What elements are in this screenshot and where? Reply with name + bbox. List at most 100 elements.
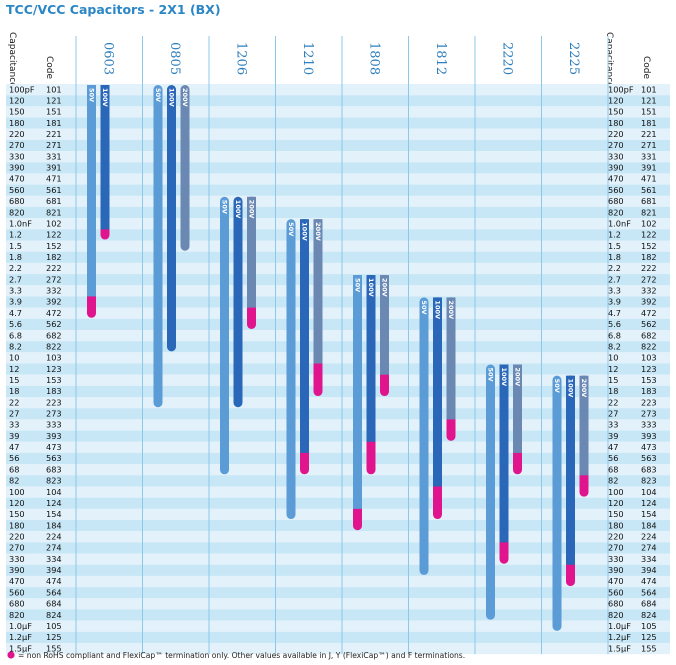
voltage-bar-cap [353,275,362,280]
code-value-left: 125 [46,632,62,642]
row-band [6,486,670,498]
capacitance-value-left: 100 [9,487,25,497]
capacitance-value-right: 33 [608,420,618,430]
case-label-1812: 1812 [433,42,448,75]
footnote: = non RoHS compliant and FlexiCap™ termi… [18,651,465,660]
row-band [6,374,670,386]
code-value-left: 222 [46,263,62,273]
case-label-2225: 2225 [566,42,581,75]
row-band [6,184,670,196]
voltage-bar-cap [100,85,110,90]
voltage-bar-100V [167,85,176,352]
code-value-left: 824 [46,610,62,620]
code-value-left: 334 [46,554,62,564]
case-label-1210: 1210 [300,42,315,75]
code-value-right: 333 [641,420,657,430]
capacitance-value-right: 180 [608,520,624,530]
code-value-left: 471 [46,174,62,184]
voltage-bar-cap [579,375,589,381]
code-value-left: 152 [46,241,62,251]
row-band [6,508,670,521]
voltage-bar-cap [313,219,323,224]
capacitance-value-left: 680 [9,599,25,609]
code-value-left: 391 [46,163,62,173]
capacitance-value-right: 180 [608,118,624,128]
case-header-2220 [475,36,542,84]
voltage-label: 50V [486,368,494,382]
voltage-bar-50V [353,275,362,509]
row-band [6,575,670,588]
code-value-left: 105 [46,621,62,631]
code-value-left: 153 [46,375,62,385]
capacitance-value-left: 120 [9,498,25,508]
code-value-left: 224 [46,532,62,542]
case-header-2225 [541,36,608,84]
code-value-left: 124 [46,498,62,508]
capacitance-value-left: 820 [9,610,25,620]
capacitance-value-right: 1.2 [608,230,621,240]
code-value-left: 183 [46,386,62,396]
code-value-left: 182 [46,252,62,262]
voltage-bar-50V [87,85,96,297]
code-value-right: 123 [641,364,657,374]
code-value-right: 684 [641,599,657,609]
code-value-left: 123 [46,364,62,374]
voltage-label: 200V [247,200,255,219]
capacitance-value-right: 560 [608,185,624,195]
code-value-left: 561 [46,185,62,195]
voltage-bar-cap [446,297,456,302]
capacitance-value-left: 150 [9,509,25,519]
voltage-label: 100V [300,222,308,241]
capacitance-value-right: 470 [608,576,624,586]
capacitance-value-left: 5.6 [9,319,22,329]
row-band [6,609,670,621]
code-value-right: 101 [641,84,657,94]
code-value-right: 334 [641,554,657,564]
case-label-1206: 1206 [233,42,248,75]
case-label-1808: 1808 [366,42,381,75]
voltage-label: 50V [287,222,295,236]
capacitance-value-right: 47 [608,442,618,452]
capacitance-value-left: 18 [9,386,19,396]
case-header-0603 [76,36,143,84]
row-band [6,274,670,286]
voltage-bar-100V [100,85,110,230]
capacitance-value-right: 150 [608,509,624,519]
capacitance-value-left: 330 [9,151,25,161]
row-band [6,139,670,152]
capacitance-value-right: 120 [608,95,624,105]
code-value-left: 151 [46,107,62,117]
code-value-left: 274 [46,543,62,553]
code-value-right: 183 [641,386,657,396]
case-header-1210 [275,36,342,84]
code-value-left: 821 [46,207,62,217]
capacitance-value-left: 1.0µF [9,621,32,631]
row-band [6,341,670,353]
code-value-left: 332 [46,286,62,296]
capacitance-value-right: 680 [608,599,624,609]
voltage-bar-200V [513,364,522,453]
capacitance-value-right: 1.0µF [608,621,631,631]
code-value-left: 101 [46,84,62,94]
capacitance-value-left: 27 [9,409,19,419]
row-band [6,240,670,252]
row-band [6,318,670,330]
code-value-left: 822 [46,341,62,351]
code-value-right: 391 [641,163,657,173]
row-band [6,397,670,409]
row-band [6,95,670,107]
capacitance-value-right: 680 [608,196,624,206]
voltage-bar-cap [513,364,522,369]
row-band [6,631,670,643]
voltage-label: 100V [433,300,441,319]
capacitance-value-left: 33 [9,420,19,430]
capacitance-value-right: 18 [608,386,618,396]
code-value-right: 824 [641,610,657,620]
code-value-left: 394 [46,565,62,575]
code-value-right: 221 [641,129,657,139]
capacitance-value-right: 12 [608,364,618,374]
code-value-left: 273 [46,409,62,419]
capacitance-value-right: 270 [608,543,624,553]
capacitance-value-right: 820 [608,207,624,217]
row-band [6,452,670,465]
